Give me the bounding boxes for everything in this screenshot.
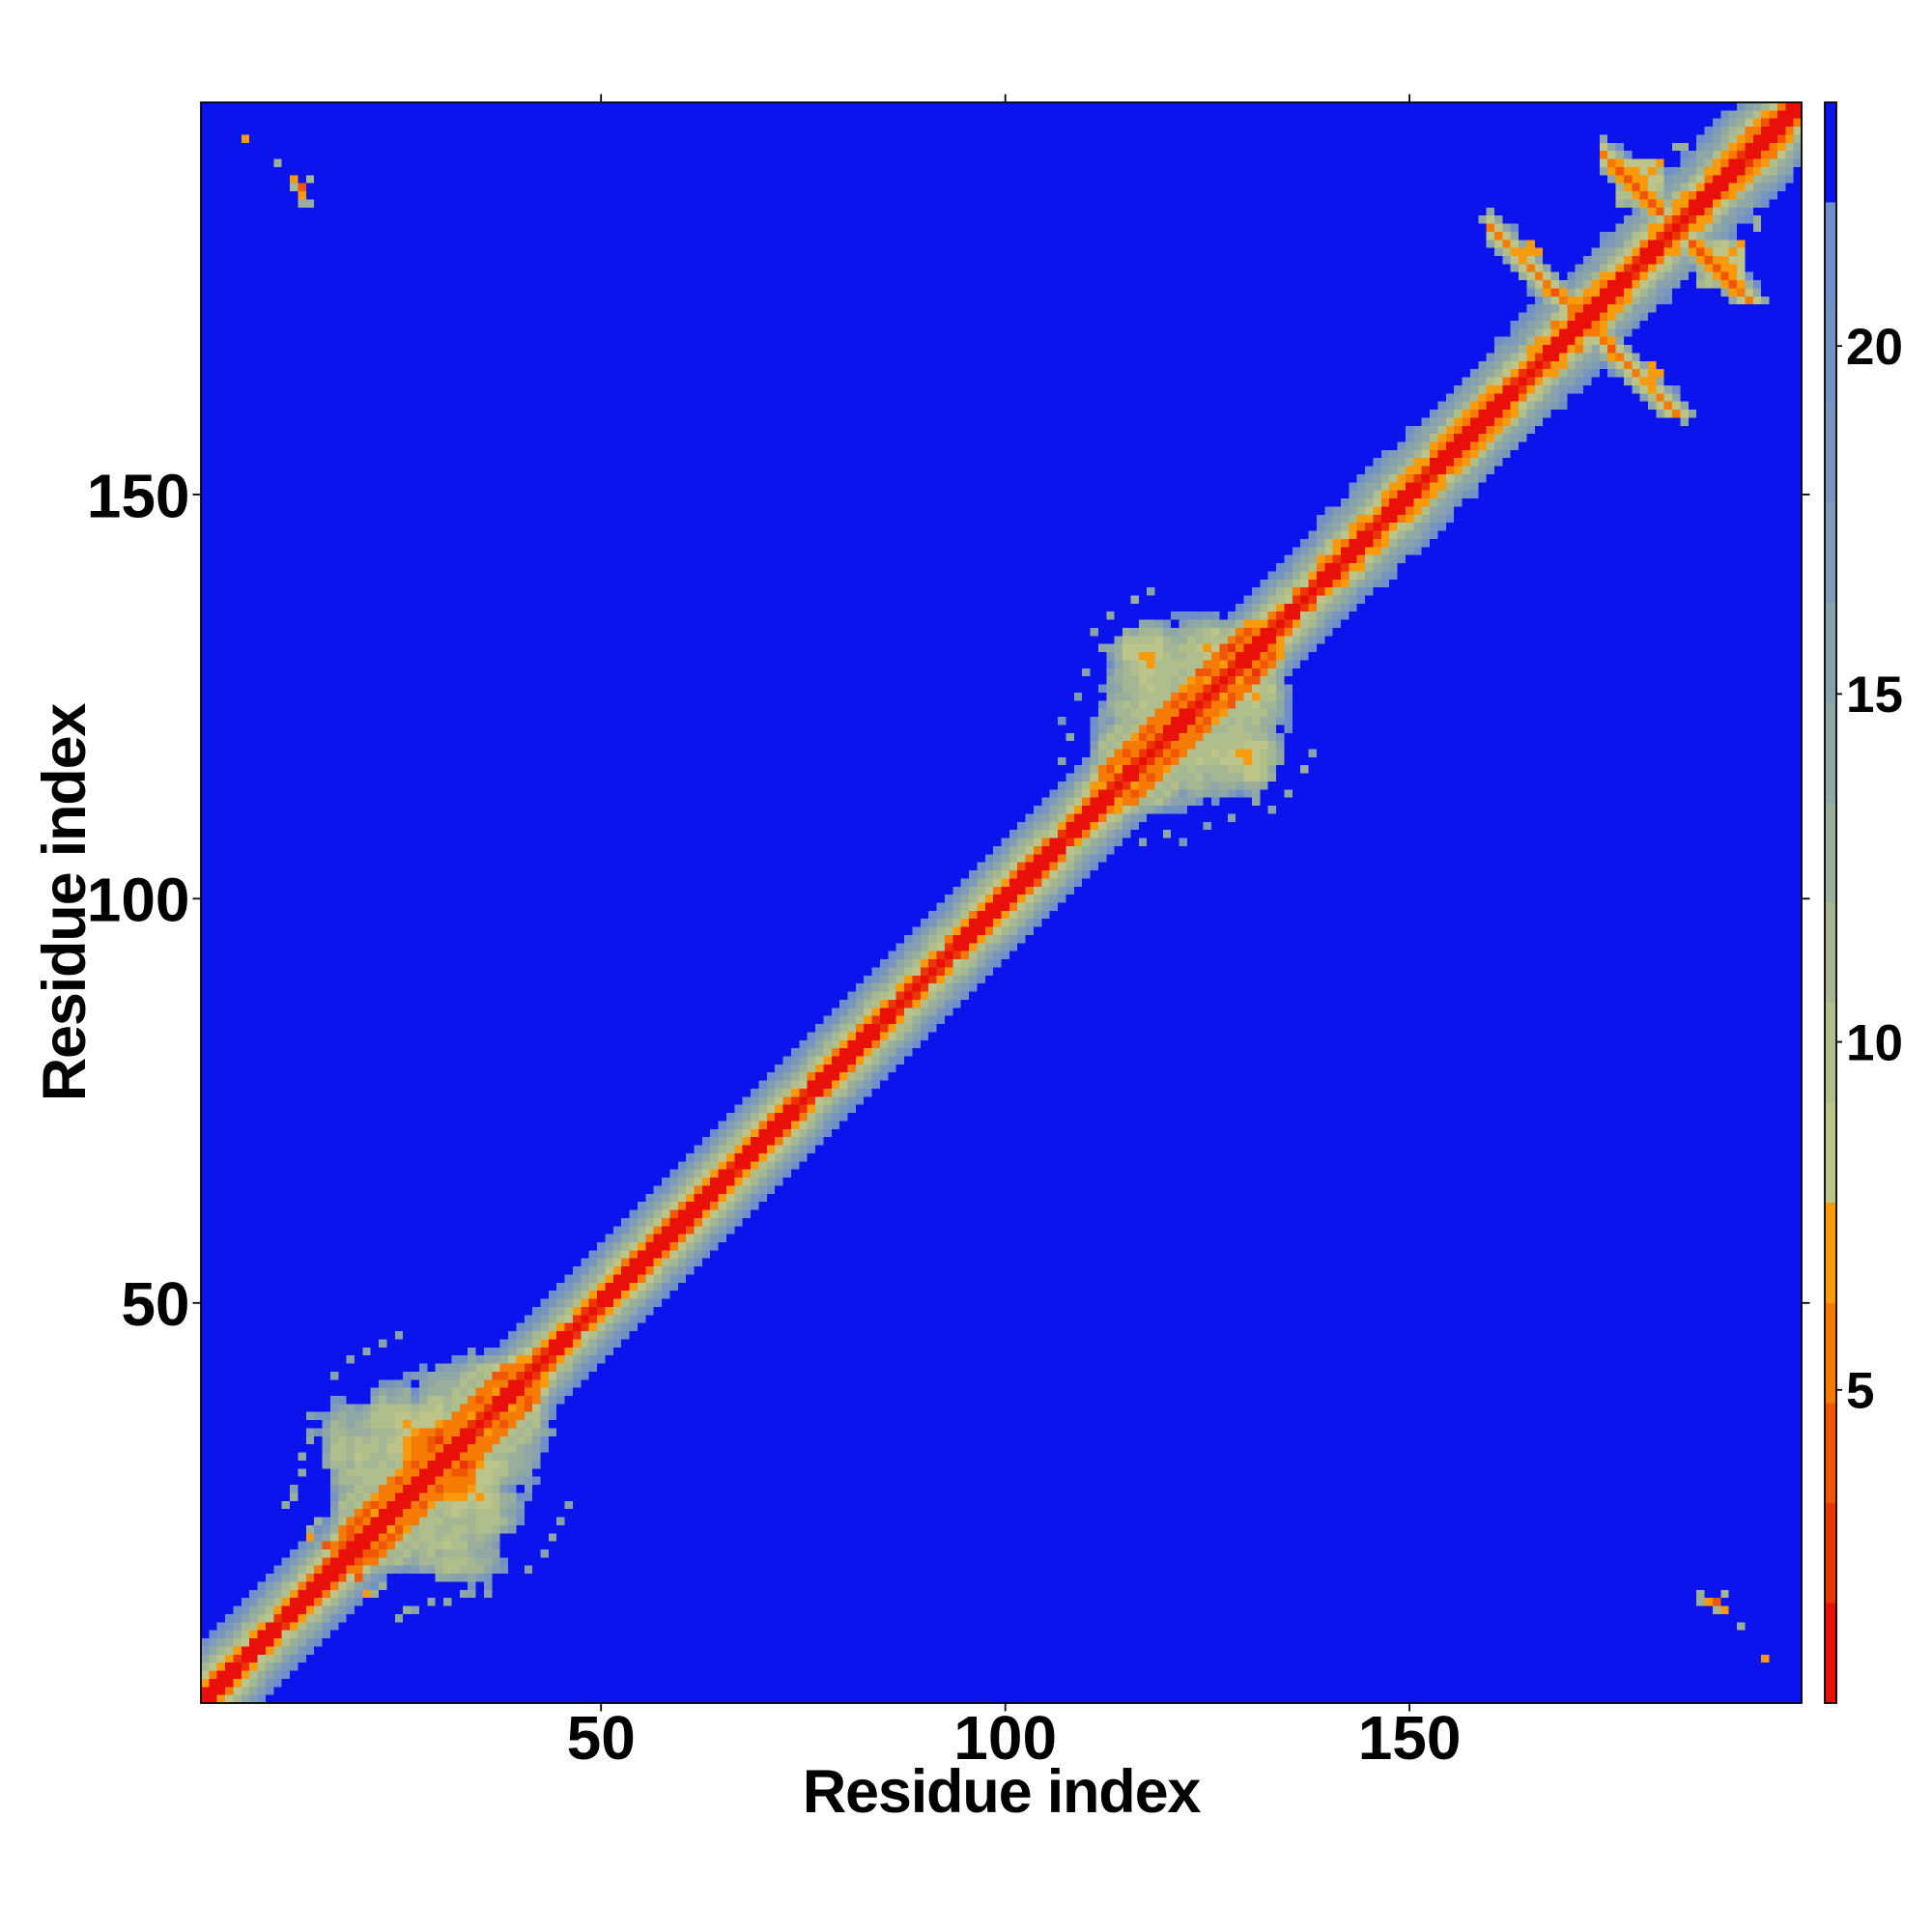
- svg-text:50: 50: [121, 1269, 189, 1339]
- svg-text:5: 5: [1846, 1363, 1874, 1420]
- svg-text:150: 150: [87, 461, 190, 530]
- svg-text:100: 100: [953, 1703, 1057, 1773]
- svg-text:Residue index: Residue index: [803, 1758, 1202, 1826]
- svg-text:15: 15: [1846, 667, 1903, 724]
- svg-text:100: 100: [87, 866, 190, 935]
- svg-text:10: 10: [1846, 1014, 1903, 1071]
- svg-text:50: 50: [567, 1703, 636, 1773]
- svg-text:150: 150: [1358, 1703, 1462, 1773]
- svg-text:20: 20: [1846, 319, 1903, 376]
- svg-text:Residue index: Residue index: [31, 703, 99, 1102]
